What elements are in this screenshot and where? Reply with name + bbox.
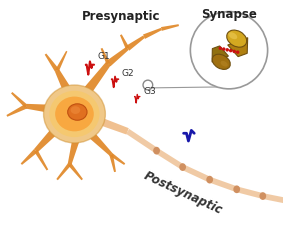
- Polygon shape: [82, 62, 111, 96]
- Ellipse shape: [259, 192, 266, 200]
- Circle shape: [190, 12, 268, 89]
- Polygon shape: [109, 154, 116, 172]
- Polygon shape: [101, 48, 110, 64]
- Polygon shape: [6, 104, 27, 117]
- Ellipse shape: [228, 32, 237, 39]
- Polygon shape: [34, 150, 48, 170]
- Polygon shape: [68, 137, 80, 165]
- Ellipse shape: [43, 85, 105, 143]
- Polygon shape: [181, 164, 211, 182]
- Ellipse shape: [221, 61, 228, 67]
- Circle shape: [236, 50, 239, 54]
- Ellipse shape: [206, 176, 213, 183]
- Polygon shape: [100, 118, 129, 135]
- Polygon shape: [34, 126, 60, 152]
- Ellipse shape: [49, 91, 100, 137]
- Polygon shape: [228, 38, 248, 57]
- Text: G2: G2: [122, 69, 134, 78]
- Ellipse shape: [233, 185, 240, 193]
- Circle shape: [219, 47, 222, 50]
- Ellipse shape: [212, 54, 230, 69]
- Ellipse shape: [284, 197, 288, 205]
- Ellipse shape: [68, 104, 87, 120]
- Polygon shape: [55, 51, 67, 71]
- Polygon shape: [68, 163, 83, 180]
- Text: Presynaptic: Presynaptic: [82, 10, 160, 23]
- Circle shape: [222, 47, 226, 51]
- Polygon shape: [110, 153, 125, 165]
- Polygon shape: [55, 69, 74, 97]
- Polygon shape: [89, 133, 113, 156]
- Text: Postsynaptic: Postsynaptic: [142, 169, 225, 217]
- Circle shape: [229, 49, 232, 52]
- Polygon shape: [262, 193, 287, 204]
- Circle shape: [232, 50, 236, 53]
- Polygon shape: [21, 149, 37, 165]
- Polygon shape: [126, 35, 145, 51]
- Polygon shape: [26, 104, 54, 114]
- Polygon shape: [106, 47, 129, 66]
- Polygon shape: [161, 24, 179, 31]
- Ellipse shape: [227, 30, 247, 47]
- Polygon shape: [143, 28, 162, 39]
- Polygon shape: [11, 92, 27, 108]
- Polygon shape: [285, 200, 288, 220]
- Polygon shape: [120, 34, 129, 49]
- Polygon shape: [212, 46, 228, 62]
- Polygon shape: [236, 187, 264, 199]
- Polygon shape: [56, 163, 71, 180]
- Polygon shape: [285, 199, 288, 212]
- Text: G1: G1: [98, 52, 110, 62]
- Polygon shape: [286, 191, 288, 204]
- Circle shape: [226, 48, 229, 52]
- Polygon shape: [155, 148, 184, 170]
- Text: G3: G3: [143, 87, 156, 96]
- Ellipse shape: [179, 163, 186, 171]
- Polygon shape: [209, 177, 238, 192]
- Ellipse shape: [71, 106, 80, 114]
- Polygon shape: [126, 129, 158, 153]
- Text: Synapse: Synapse: [201, 8, 257, 21]
- Polygon shape: [45, 54, 59, 72]
- Ellipse shape: [153, 147, 160, 155]
- Polygon shape: [283, 220, 288, 227]
- Ellipse shape: [55, 96, 94, 131]
